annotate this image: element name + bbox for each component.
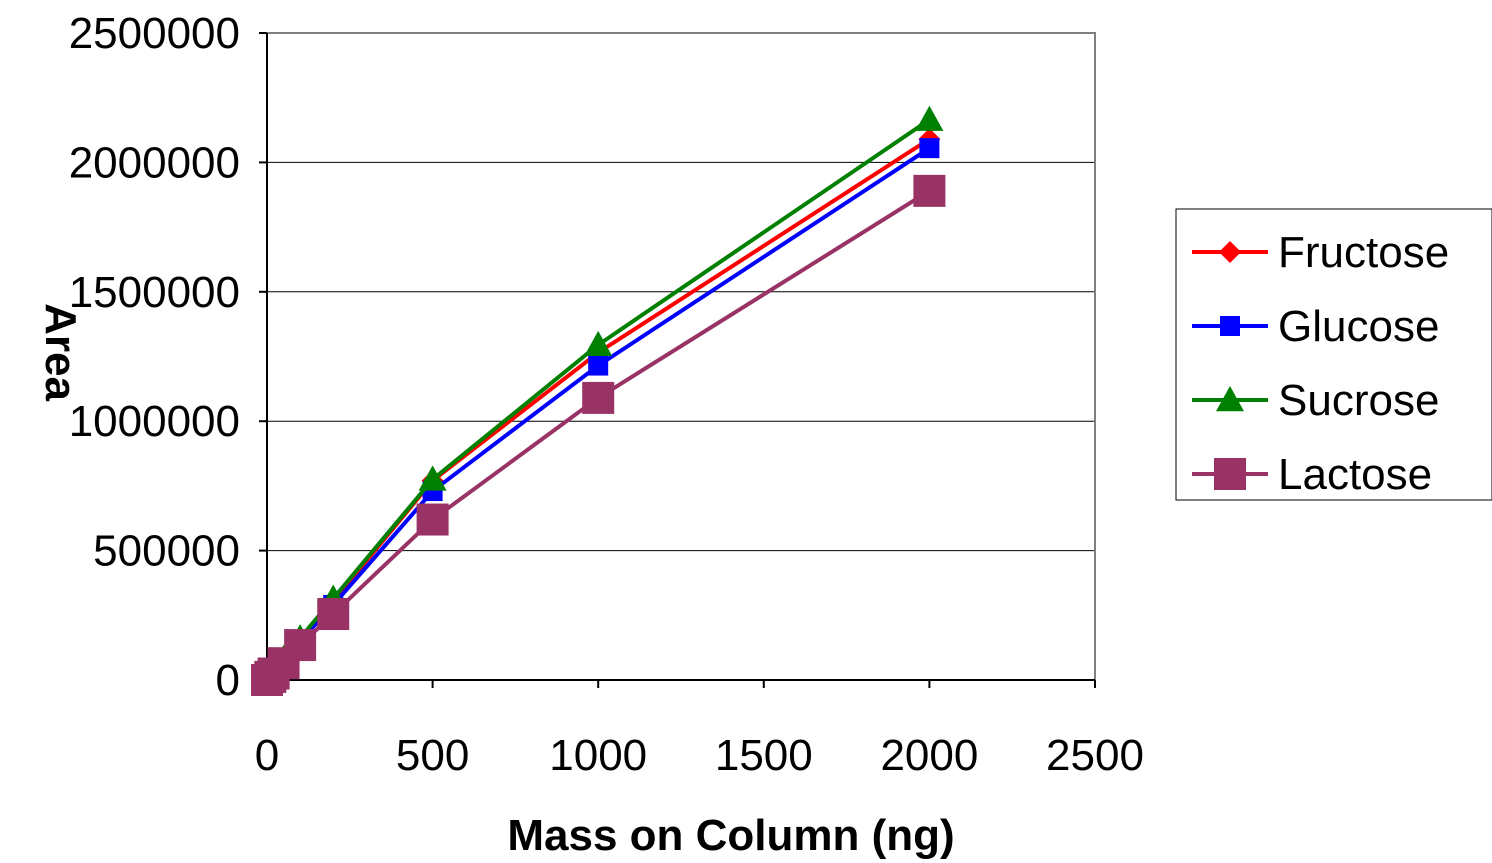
axes: [266, 32, 1096, 681]
data-point-marker: [915, 105, 944, 131]
legend: Fructose Glucose Sucrose Lactose: [1175, 208, 1492, 501]
x-tick-label: 500: [396, 731, 469, 780]
x-tick-label: 0: [255, 731, 279, 780]
data-point-marker: [284, 629, 317, 662]
legend-label: Sucrose: [1278, 376, 1439, 425]
legend-item-fructose: Fructose: [1192, 228, 1449, 277]
legend-label: Lactose: [1278, 450, 1432, 499]
data-point-marker: [1214, 458, 1246, 490]
data-point-marker: [1216, 386, 1244, 412]
x-tick-label: 1500: [715, 731, 813, 780]
y-tick-label: 1000000: [69, 397, 240, 446]
plot-area-border: [266, 32, 1096, 681]
legend-item-glucose: Glucose: [1192, 302, 1439, 351]
data-point-marker: [418, 465, 447, 491]
y-axis-ticks: 0 500000 1000000 1500000 2000000 2500000: [69, 9, 267, 705]
y-tick-label: 0: [216, 656, 240, 705]
y-tick-label: 2000000: [69, 138, 240, 187]
series-line: [265, 189, 931, 682]
legend-item-sucrose: Sucrose: [1192, 376, 1439, 425]
y-tick-label: 500000: [93, 527, 240, 576]
data-point-marker: [1220, 316, 1240, 336]
x-axis-title: Mass on Column (ng): [507, 811, 954, 860]
y-tick-label: 1500000: [69, 268, 240, 317]
y-tick-label: 2500000: [69, 9, 240, 58]
data-point-marker: [317, 598, 350, 631]
data-point-marker: [582, 381, 615, 414]
series-line: [265, 146, 931, 682]
legend-label: Glucose: [1278, 302, 1439, 351]
gridlines: [267, 32, 1095, 552]
data-point-marker: [919, 138, 940, 159]
x-tick-label: 2000: [880, 731, 978, 780]
x-axis-ticks: 0 500 1000 1500 2000 2500: [255, 680, 1144, 780]
legend-item-lactose: Lactose: [1192, 450, 1432, 499]
series-group: [251, 105, 946, 696]
data-point-marker: [913, 174, 946, 207]
y-axis-title: Area: [36, 303, 85, 401]
x-tick-label: 1000: [549, 731, 647, 780]
data-point-marker: [416, 503, 449, 536]
data-point-marker: [1219, 241, 1241, 263]
series-lactose: [251, 174, 946, 696]
legend-label: Fructose: [1278, 228, 1449, 277]
data-point-marker: [584, 330, 613, 357]
series-glucose: [257, 138, 940, 690]
data-point-marker: [588, 355, 609, 376]
x-tick-label: 2500: [1046, 731, 1144, 780]
